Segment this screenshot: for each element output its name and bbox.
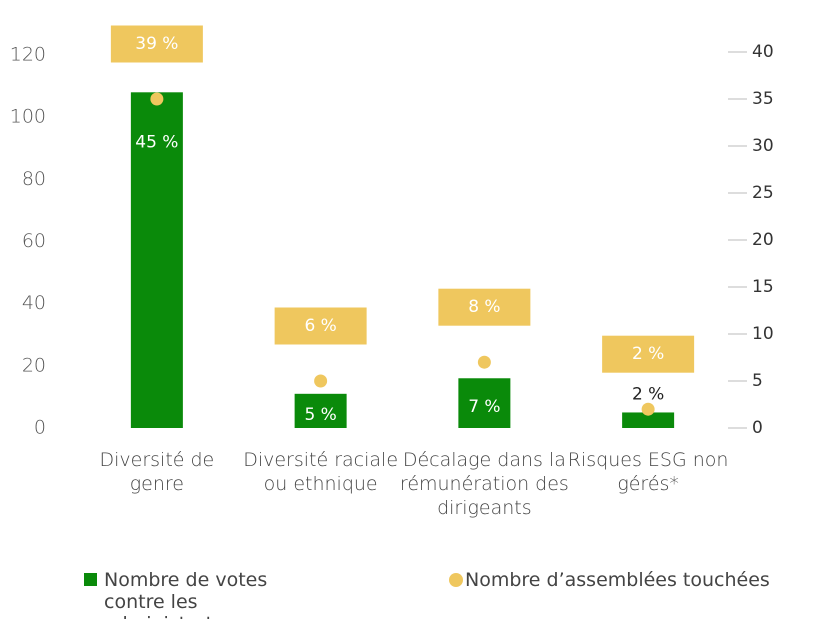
dot bbox=[314, 374, 328, 388]
bar-annotation: 5 % bbox=[304, 405, 336, 425]
bar bbox=[294, 393, 347, 428]
y2-tick-label: 25 bbox=[752, 183, 774, 203]
y-tick-label: 100 bbox=[10, 106, 46, 128]
y2-tick-label: 40 bbox=[752, 42, 774, 62]
bar bbox=[130, 92, 183, 429]
dot bbox=[641, 402, 655, 416]
dot-annotation: 8 % bbox=[468, 297, 500, 317]
y-tick-label: 120 bbox=[10, 44, 46, 66]
y-tick-label: 20 bbox=[22, 354, 46, 376]
bar-annotation: 2 % bbox=[632, 384, 664, 404]
y-tick-label: 80 bbox=[22, 168, 46, 190]
y2-tick-label: 10 bbox=[752, 324, 774, 344]
x-tick-label: Diversité de genre bbox=[99, 449, 215, 495]
y2-tick-label: 20 bbox=[752, 230, 774, 250]
annotation-box bbox=[602, 335, 695, 373]
x-tick-label: Décalage dans la rémunération des dirige… bbox=[399, 449, 569, 519]
legend-swatch bbox=[84, 573, 97, 586]
legend-swatch bbox=[449, 573, 463, 587]
dot-annotation: 39 % bbox=[135, 34, 178, 54]
y-tick-label: 60 bbox=[22, 230, 46, 252]
dot-annotation: 2 % bbox=[632, 344, 664, 364]
annotation-box bbox=[438, 288, 531, 326]
y2-tick-label: 35 bbox=[752, 89, 774, 109]
dot-annotation: 6 % bbox=[304, 316, 336, 336]
bar-annotation: 7 % bbox=[468, 397, 500, 417]
annotation-box bbox=[274, 307, 367, 345]
dot bbox=[150, 92, 164, 106]
y2-tick-label: 5 bbox=[752, 371, 763, 391]
y-tick-label: 40 bbox=[22, 292, 46, 314]
legend-label: Nombre d’assemblées touchées bbox=[465, 569, 770, 591]
y2-tick-label: 0 bbox=[752, 418, 763, 438]
bar bbox=[622, 412, 675, 428]
dot bbox=[477, 355, 491, 369]
x-tick-label: Risques ESG non gérés* bbox=[567, 449, 729, 495]
y2-tick-label: 15 bbox=[752, 277, 774, 297]
legend-label: Nombre de votes contre les administrateu… bbox=[104, 569, 268, 619]
annotation-box bbox=[110, 25, 203, 63]
x-tick-label: Diversité raciale ou ethnique bbox=[243, 449, 399, 495]
y-tick-label: 0 bbox=[34, 417, 46, 439]
bar bbox=[458, 378, 511, 428]
bar-annotation: 45 % bbox=[135, 132, 178, 152]
y2-tick-label: 30 bbox=[752, 136, 774, 156]
